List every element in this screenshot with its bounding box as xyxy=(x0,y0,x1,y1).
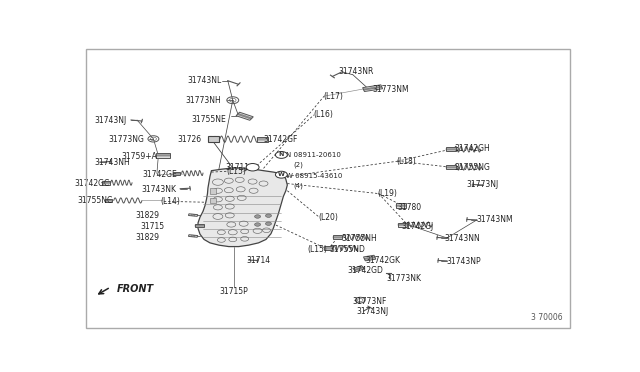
Text: 31755NE: 31755NE xyxy=(191,115,227,124)
Text: (L14): (L14) xyxy=(161,197,180,206)
Polygon shape xyxy=(188,214,198,217)
Polygon shape xyxy=(396,203,406,208)
Text: (L20): (L20) xyxy=(318,212,338,222)
Text: 31773NF: 31773NF xyxy=(353,296,387,305)
Text: 31742GJ: 31742GJ xyxy=(401,222,434,231)
Text: (2): (2) xyxy=(293,162,303,169)
Polygon shape xyxy=(195,224,204,227)
Text: (L17): (L17) xyxy=(323,92,343,101)
FancyBboxPatch shape xyxy=(208,136,219,142)
Polygon shape xyxy=(106,199,112,202)
Text: 31773NJ: 31773NJ xyxy=(467,180,499,189)
Polygon shape xyxy=(324,246,332,250)
Text: 31773NM: 31773NM xyxy=(372,84,409,93)
Circle shape xyxy=(275,171,287,178)
Polygon shape xyxy=(398,222,407,227)
Text: 31773NG: 31773NG xyxy=(109,135,145,144)
Text: 31755ND: 31755ND xyxy=(330,245,365,254)
Text: W: W xyxy=(278,172,285,177)
Polygon shape xyxy=(257,137,268,142)
Text: 31715: 31715 xyxy=(140,222,164,231)
Polygon shape xyxy=(363,85,383,92)
Circle shape xyxy=(255,223,260,226)
Text: (4): (4) xyxy=(293,182,303,189)
Text: 31829: 31829 xyxy=(136,232,159,242)
Text: 31742GK: 31742GK xyxy=(365,256,400,264)
Text: N 08911-20610: N 08911-20610 xyxy=(286,153,340,158)
Text: FRONT: FRONT xyxy=(117,284,154,294)
Text: 31742GE: 31742GE xyxy=(142,170,177,179)
Text: (L18): (L18) xyxy=(396,157,416,166)
Text: 31742GC: 31742GC xyxy=(74,179,110,188)
Text: (L15): (L15) xyxy=(307,245,327,254)
Text: 31743NJ: 31743NJ xyxy=(95,116,127,125)
Text: 31714: 31714 xyxy=(246,256,270,265)
Polygon shape xyxy=(173,171,180,176)
FancyBboxPatch shape xyxy=(210,189,216,193)
Text: 31773NH: 31773NH xyxy=(186,96,221,105)
Polygon shape xyxy=(446,165,456,169)
Text: 31773NK: 31773NK xyxy=(387,275,422,283)
Circle shape xyxy=(266,214,271,217)
Polygon shape xyxy=(364,255,376,261)
Text: 31743NK: 31743NK xyxy=(141,185,177,194)
Polygon shape xyxy=(333,235,342,239)
Polygon shape xyxy=(156,153,170,158)
Text: 31743NL: 31743NL xyxy=(187,76,221,85)
Text: 31711: 31711 xyxy=(226,163,250,172)
Polygon shape xyxy=(236,112,253,120)
Text: 31743NR: 31743NR xyxy=(338,67,373,76)
Text: 31715P: 31715P xyxy=(220,287,248,296)
Text: W 08915-43610: W 08915-43610 xyxy=(286,173,342,179)
Text: 31780: 31780 xyxy=(397,203,422,212)
Text: 31742GF: 31742GF xyxy=(264,135,298,144)
Text: 31743NP: 31743NP xyxy=(446,257,481,266)
Text: 31742GH: 31742GH xyxy=(454,144,490,153)
FancyBboxPatch shape xyxy=(210,198,216,203)
Circle shape xyxy=(275,151,287,158)
Polygon shape xyxy=(198,168,287,247)
Circle shape xyxy=(266,222,271,225)
Text: 31743NJ: 31743NJ xyxy=(356,307,389,316)
Polygon shape xyxy=(353,266,365,272)
Text: (L19): (L19) xyxy=(378,189,397,198)
Polygon shape xyxy=(102,181,109,185)
Text: 31742GD: 31742GD xyxy=(348,266,384,275)
Circle shape xyxy=(246,164,259,171)
Text: 31743NN: 31743NN xyxy=(445,234,480,243)
Text: (L15): (L15) xyxy=(227,167,246,176)
Text: N: N xyxy=(278,153,284,157)
Polygon shape xyxy=(446,147,456,151)
Text: 31829: 31829 xyxy=(136,211,159,221)
Text: 3 70006: 3 70006 xyxy=(531,313,563,322)
Text: 31743NH: 31743NH xyxy=(95,158,131,167)
Text: 31743NM: 31743NM xyxy=(477,215,513,224)
Text: (L16): (L16) xyxy=(313,110,333,119)
Text: 31759+A: 31759+A xyxy=(121,152,157,161)
Text: 31755NH: 31755NH xyxy=(341,234,377,243)
Polygon shape xyxy=(188,235,198,237)
Circle shape xyxy=(255,215,260,218)
Text: 31755NG: 31755NG xyxy=(454,163,490,172)
Text: 31755NC: 31755NC xyxy=(77,196,112,205)
Text: 31726: 31726 xyxy=(177,135,202,144)
